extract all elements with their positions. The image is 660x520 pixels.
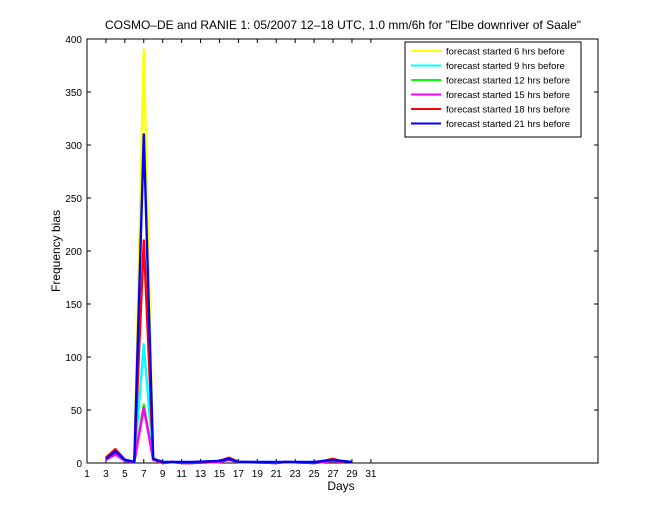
x-tick-label: 19 [252,469,264,480]
y-tick-label: 50 [71,406,83,417]
y-tick-label: 150 [65,300,82,311]
x-tick-label: 7 [141,469,147,480]
legend-entry-1: forecast started 6 hrs before [446,47,565,58]
y-tick-label: 100 [65,353,82,364]
legend-entry-4: forecast started 15 hrs before [446,90,570,101]
x-tick-label: 11 [176,469,187,480]
x-tick-label: 29 [346,469,358,480]
x-tick-label: 21 [271,469,283,480]
y-tick-label: 250 [65,194,82,205]
x-tick-label: 9 [160,469,166,480]
chart-title: COSMO–DE and RANIE 1: 05/2007 12–18 UTC,… [105,18,581,32]
x-tick-label: 25 [309,469,321,480]
x-tick-label: 13 [195,469,207,480]
y-axis-label: Frequency bias [49,210,63,292]
y-tick-label: 0 [76,459,82,470]
x-tick-label: 15 [214,469,226,480]
x-tick-label: 5 [122,469,128,480]
x-tick-label: 27 [327,469,339,480]
x-tick-label: 3 [103,469,109,480]
legend-entry-2: forecast started 9 hrs before [446,61,565,72]
legend-entry-3: forecast started 12 hrs before [446,76,570,87]
legend [404,41,582,138]
legend-entry-5: forecast started 18 hrs before [446,105,570,116]
y-tick-label: 200 [65,247,82,258]
y-tick-label: 350 [65,88,82,99]
series-line-6 [105,133,353,464]
y-tick-label: 400 [65,35,82,46]
x-tick-label: 17 [233,469,245,480]
legend-entry-6: forecast started 21 hrs before [446,119,570,130]
x-axis-label: Days [327,479,354,493]
x-tick-label: 31 [365,469,377,480]
x-tick-label: 1 [84,469,90,480]
x-tick-label: 23 [290,469,302,480]
y-tick-label: 300 [65,141,82,152]
